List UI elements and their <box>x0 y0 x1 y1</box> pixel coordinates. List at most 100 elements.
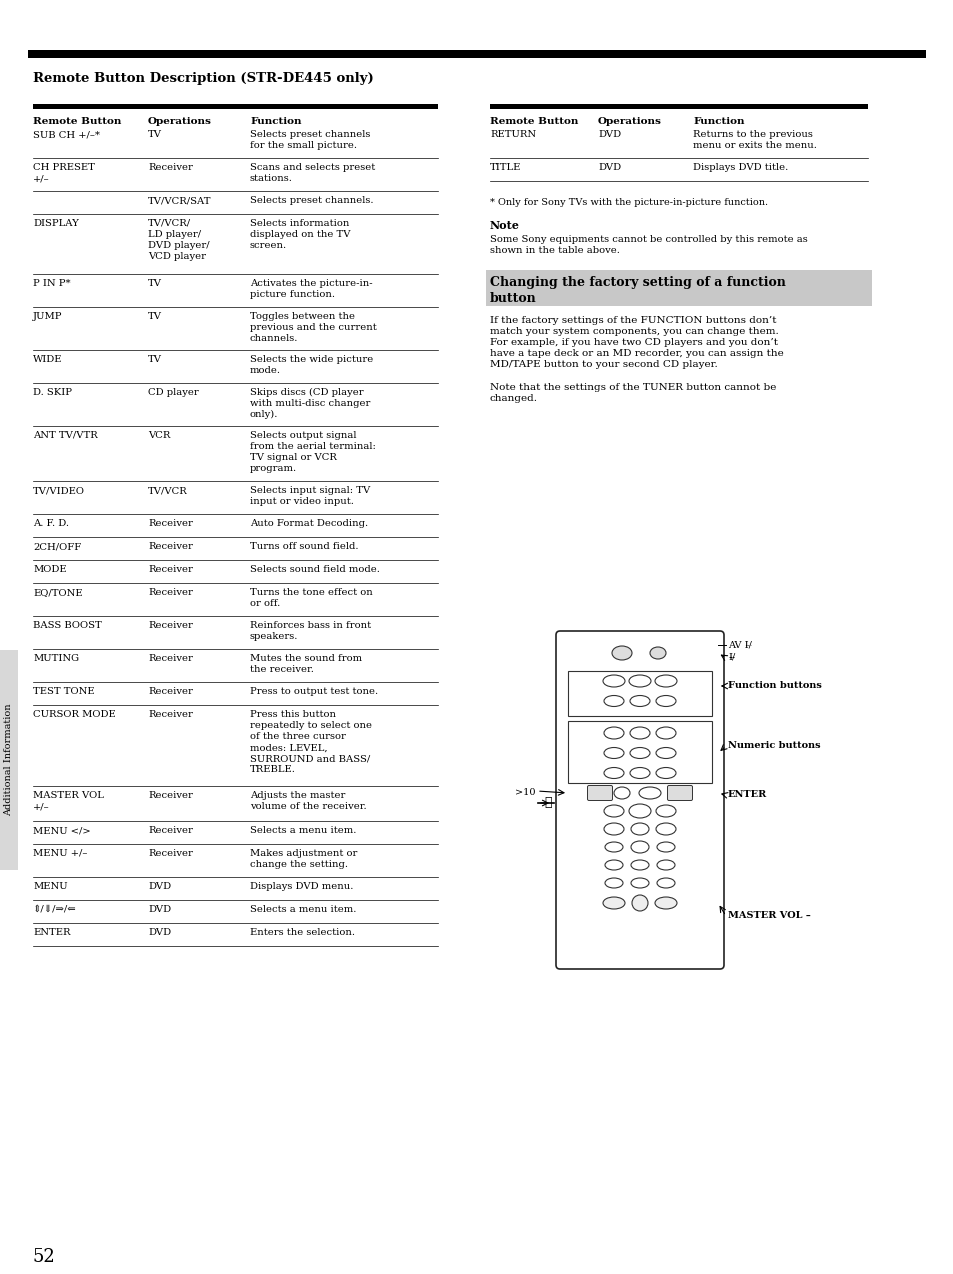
Ellipse shape <box>628 804 650 818</box>
Text: EQ/TONE: EQ/TONE <box>33 589 83 598</box>
Text: DVD: DVD <box>598 163 620 172</box>
Text: Selects the wide picture
mode.: Selects the wide picture mode. <box>250 355 373 375</box>
Text: TV/VCR/
LD player/
DVD player/
VCD player: TV/VCR/ LD player/ DVD player/ VCD playe… <box>148 219 210 261</box>
Text: Function: Function <box>692 117 743 126</box>
Text: 52: 52 <box>33 1249 55 1266</box>
Text: Receiver: Receiver <box>148 564 193 575</box>
Text: TITLE: TITLE <box>490 163 521 172</box>
Text: TV: TV <box>148 279 162 288</box>
Bar <box>485 270 871 306</box>
Ellipse shape <box>629 767 649 778</box>
Ellipse shape <box>649 647 665 659</box>
Text: TV/VIDEO: TV/VIDEO <box>33 485 85 496</box>
Text: RETURN: RETURN <box>490 130 536 139</box>
Text: Displays DVD menu.: Displays DVD menu. <box>250 882 353 891</box>
Text: Press this button
repeatedly to select one
of the three cursor
modes: LEVEL,
SUR: Press this button repeatedly to select o… <box>250 710 372 775</box>
Text: Function buttons: Function buttons <box>727 682 821 691</box>
Text: MODE: MODE <box>33 564 67 575</box>
Text: Activates the picture-in-
picture function.: Activates the picture-in- picture functi… <box>250 279 373 299</box>
Ellipse shape <box>603 748 623 758</box>
Ellipse shape <box>603 823 623 834</box>
Text: Receiver: Receiver <box>148 791 193 800</box>
FancyBboxPatch shape <box>667 786 692 800</box>
Text: Receiver: Receiver <box>148 519 193 527</box>
Text: WIDE: WIDE <box>33 355 63 364</box>
Ellipse shape <box>629 696 649 707</box>
Text: Press to output test tone.: Press to output test tone. <box>250 687 377 696</box>
Ellipse shape <box>602 897 624 910</box>
Text: MENU: MENU <box>33 882 68 891</box>
Ellipse shape <box>628 675 650 687</box>
Ellipse shape <box>657 878 675 888</box>
Text: Note: Note <box>490 220 519 231</box>
Ellipse shape <box>656 805 676 817</box>
Text: D. SKIP: D. SKIP <box>33 389 71 397</box>
Text: Receiver: Receiver <box>148 826 193 834</box>
Text: Selects information
displayed on the TV
screen.: Selects information displayed on the TV … <box>250 219 350 250</box>
Text: * Only for Sony TVs with the picture-in-picture function.: * Only for Sony TVs with the picture-in-… <box>490 197 767 206</box>
Text: Additional Information: Additional Information <box>5 703 13 817</box>
Text: JUMP: JUMP <box>33 312 63 321</box>
Bar <box>567 671 711 716</box>
Ellipse shape <box>657 860 675 870</box>
Text: SUB CH +/–*: SUB CH +/–* <box>33 130 100 139</box>
Text: A. F. D.: A. F. D. <box>33 519 69 527</box>
Ellipse shape <box>603 727 623 739</box>
Text: Selects sound field mode.: Selects sound field mode. <box>250 564 379 575</box>
Text: ⇕/⇓/⇒/⇐: ⇕/⇓/⇒/⇐ <box>33 905 76 913</box>
Text: Selects a menu item.: Selects a menu item. <box>250 905 356 913</box>
Text: Makes adjustment or
change the setting.: Makes adjustment or change the setting. <box>250 848 357 869</box>
Bar <box>33 104 437 110</box>
FancyBboxPatch shape <box>556 631 723 970</box>
Text: Operations: Operations <box>148 117 212 126</box>
Ellipse shape <box>655 675 677 687</box>
Ellipse shape <box>629 727 649 739</box>
Ellipse shape <box>630 860 648 870</box>
Text: Selects a menu item.: Selects a menu item. <box>250 826 356 834</box>
Ellipse shape <box>604 842 622 852</box>
Ellipse shape <box>629 748 649 758</box>
Text: P IN P*: P IN P* <box>33 279 71 288</box>
Text: ENTER: ENTER <box>727 790 766 799</box>
Text: MENU +/–: MENU +/– <box>33 848 88 857</box>
Ellipse shape <box>614 787 629 799</box>
Text: Selects preset channels.: Selects preset channels. <box>250 196 374 205</box>
Bar <box>567 721 711 784</box>
Text: TV/VCR: TV/VCR <box>148 485 188 496</box>
Text: Receiver: Receiver <box>148 541 193 550</box>
Text: Auto Format Decoding.: Auto Format Decoding. <box>250 519 368 527</box>
Ellipse shape <box>630 823 648 834</box>
Text: Adjusts the master
volume of the receiver.: Adjusts the master volume of the receive… <box>250 791 366 812</box>
Text: TEST TONE: TEST TONE <box>33 687 94 696</box>
Text: Turns off sound field.: Turns off sound field. <box>250 541 358 550</box>
Text: Receiver: Receiver <box>148 620 193 631</box>
Ellipse shape <box>603 805 623 817</box>
Text: ENTER: ENTER <box>33 927 71 936</box>
Text: TV: TV <box>148 312 162 321</box>
Ellipse shape <box>630 841 648 854</box>
Text: CH PRESET
+/–: CH PRESET +/– <box>33 163 94 183</box>
FancyBboxPatch shape <box>587 786 612 800</box>
Text: MENU </>: MENU </> <box>33 826 91 834</box>
Text: ANT TV/VTR: ANT TV/VTR <box>33 431 97 440</box>
Ellipse shape <box>657 842 675 852</box>
Text: Operations: Operations <box>598 117 661 126</box>
Text: Receiver: Receiver <box>148 163 193 172</box>
Text: AV I/̶: AV I/̶ <box>727 640 751 648</box>
Text: DVD: DVD <box>598 130 620 139</box>
Text: I/̶: I/̶ <box>727 654 735 662</box>
Text: Enters the selection.: Enters the selection. <box>250 927 355 936</box>
Ellipse shape <box>604 878 622 888</box>
Text: Toggles between the
previous and the current
channels.: Toggles between the previous and the cur… <box>250 312 376 343</box>
Text: DVD: DVD <box>148 905 171 913</box>
Text: Changing the factory setting of a function
button: Changing the factory setting of a functi… <box>490 276 785 304</box>
Text: CD player: CD player <box>148 389 198 397</box>
Text: Selects output signal
from the aerial terminal:
TV signal or VCR
program.: Selects output signal from the aerial te… <box>250 431 375 474</box>
Text: DVD: DVD <box>148 927 171 936</box>
Text: Remote Button Description (STR-DE445 only): Remote Button Description (STR-DE445 onl… <box>33 73 374 85</box>
Ellipse shape <box>656 696 676 707</box>
Text: DISPLAY: DISPLAY <box>33 219 79 228</box>
Text: If the factory settings of the FUNCTION buttons don’t
match your system componen: If the factory settings of the FUNCTION … <box>490 316 783 403</box>
Ellipse shape <box>639 787 660 799</box>
Ellipse shape <box>612 646 631 660</box>
